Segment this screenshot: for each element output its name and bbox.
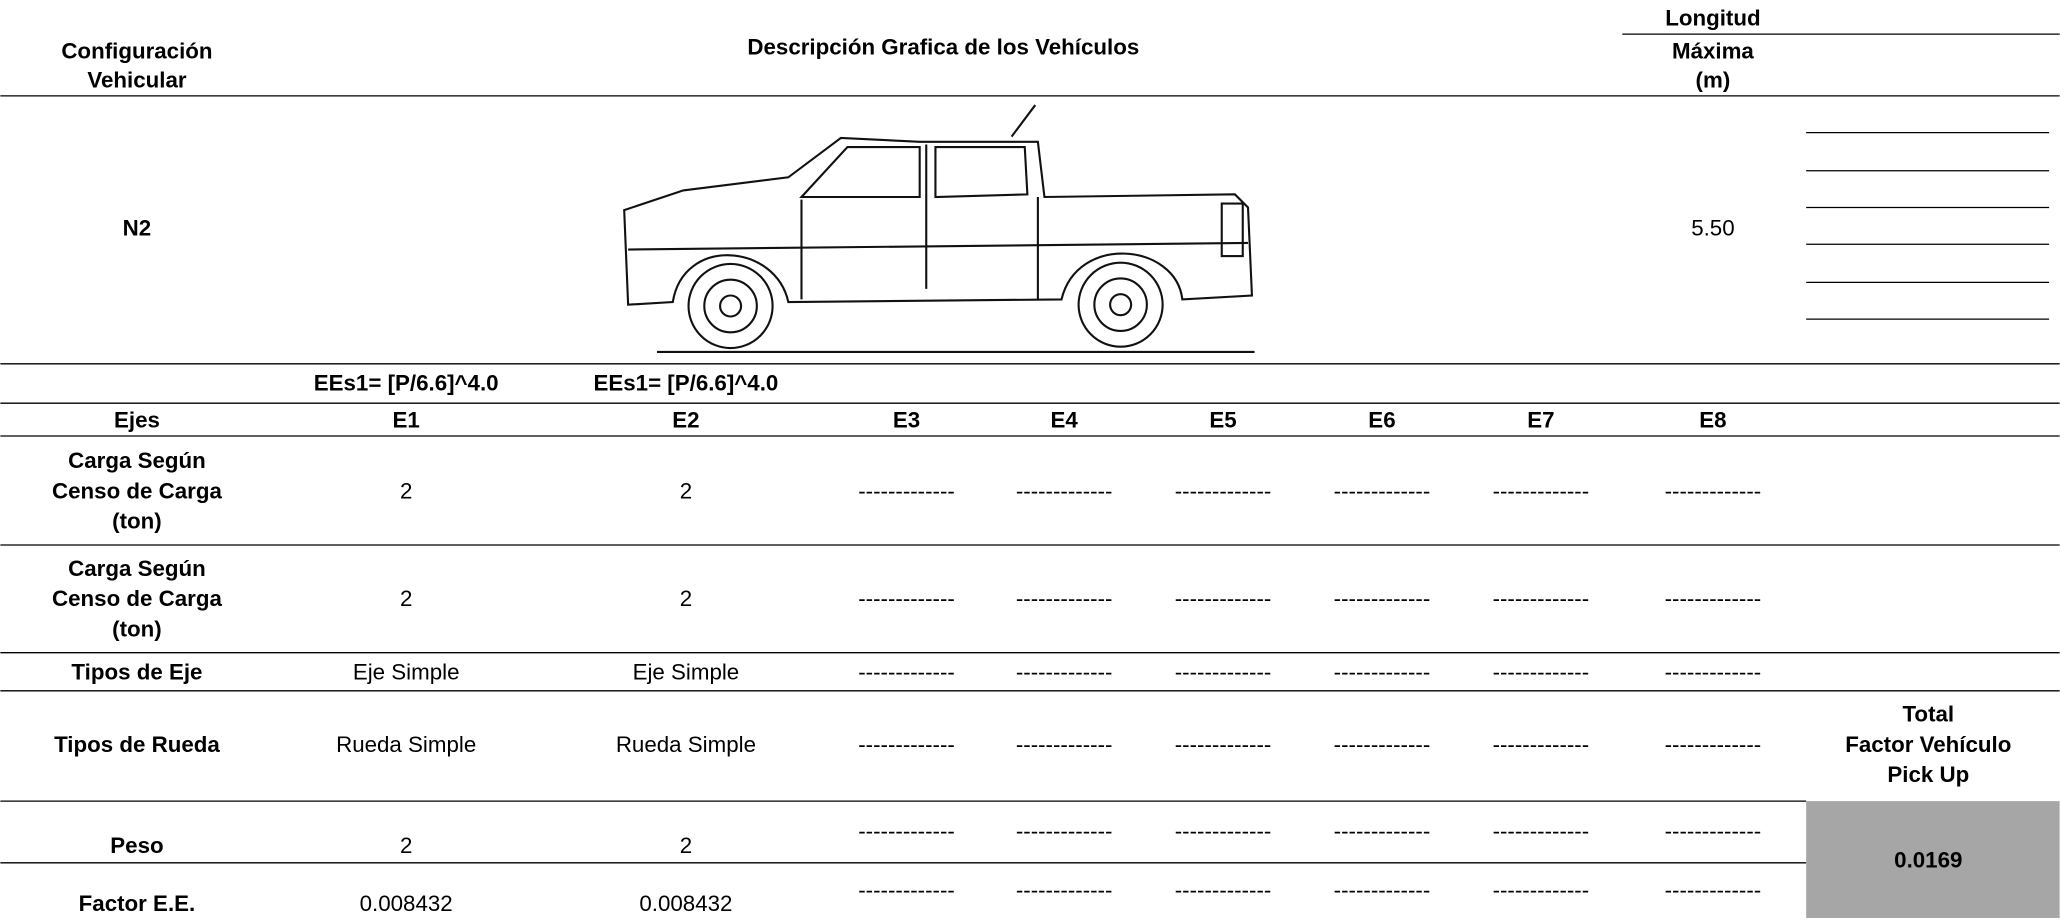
table-cell: ------------- xyxy=(1665,878,1762,903)
row-label: Factor E.E. xyxy=(79,891,196,916)
table-cell: 2 xyxy=(680,586,692,611)
vehicle-length: 5.50 xyxy=(1691,216,1734,241)
formula: EEs1= [P/6.6]^4.0 xyxy=(314,371,499,396)
table-cell: ------------- xyxy=(1334,732,1431,757)
row-label: Censo de Carga xyxy=(52,586,222,611)
table-cell: ------------- xyxy=(1016,660,1113,685)
table-cell: ------------- xyxy=(1175,586,1272,611)
table-cell: ------------- xyxy=(1493,732,1590,757)
row-label: (ton) xyxy=(112,616,162,641)
table-cell: ------------- xyxy=(1665,732,1762,757)
table-cell: ------------- xyxy=(1665,660,1762,685)
row-label: Peso xyxy=(110,833,163,858)
grid-lines xyxy=(0,33,2060,864)
table-cell: ------------- xyxy=(858,819,955,844)
table-cell: ------------- xyxy=(1334,819,1431,844)
table-cell: ------------- xyxy=(1334,878,1431,903)
total-value: 0.0169 xyxy=(1894,847,1962,872)
table-cell: 2 xyxy=(400,833,412,858)
table-cell: Rueda Simple xyxy=(336,732,476,757)
table-cell: E3 xyxy=(893,407,920,432)
table-cell: ------------- xyxy=(1665,819,1762,844)
table-cell: ------------- xyxy=(1175,660,1272,685)
formula: EEs1= [P/6.6]^4.0 xyxy=(594,371,779,396)
table-cell: 0.008432 xyxy=(360,891,453,916)
vehicle-config: N2 xyxy=(123,216,152,241)
table-cell: ------------- xyxy=(1016,732,1113,757)
table-cell: ------------- xyxy=(1665,478,1762,503)
table-cell: Eje Simple xyxy=(633,660,740,685)
table-cell: ------------- xyxy=(1493,878,1590,903)
total-label: Pick Up xyxy=(1887,762,1969,787)
table-cell: ------------- xyxy=(858,732,955,757)
table-cell: E7 xyxy=(1527,407,1554,432)
header-text: Descripción Grafica de los Vehículos xyxy=(747,34,1139,59)
row-label: Carga Según xyxy=(68,556,206,581)
table-cell: ------------- xyxy=(1493,586,1590,611)
header-text: Máxima xyxy=(1672,38,1754,63)
table-cell: ------------- xyxy=(1175,478,1272,503)
table-cell: ------------- xyxy=(1175,878,1272,903)
row-label: Censo de Carga xyxy=(52,478,222,503)
table-cell: ------------- xyxy=(1493,478,1590,503)
table-cell: E8 xyxy=(1699,407,1726,432)
table-cell: ------------- xyxy=(1493,660,1590,685)
table-cell: 2 xyxy=(400,478,412,503)
table-cell: Rueda Simple xyxy=(616,732,756,757)
header-text: Longitud xyxy=(1665,6,1760,31)
row-label: Tipos de Rueda xyxy=(54,732,220,757)
row-label: Carga Según xyxy=(68,448,206,473)
table-cell: E5 xyxy=(1209,407,1236,432)
table-cell: E6 xyxy=(1368,407,1395,432)
row-label: Ejes xyxy=(114,407,160,432)
total-cell xyxy=(1806,801,2060,918)
table-cell: 2 xyxy=(680,833,692,858)
row-label: (ton) xyxy=(112,509,162,534)
header-text: Vehicular xyxy=(87,67,187,92)
table-cell: ------------- xyxy=(1016,478,1113,503)
total-label: Factor Vehículo xyxy=(1845,732,2011,757)
table-cell: ------------- xyxy=(1175,819,1272,844)
table-cell: ------------- xyxy=(1016,878,1113,903)
header-text: (m) xyxy=(1696,67,1731,92)
table-cell: 2 xyxy=(400,586,412,611)
table-cell: ------------- xyxy=(1334,478,1431,503)
table-cell: E1 xyxy=(393,407,420,432)
table-cell: ------------- xyxy=(1334,660,1431,685)
row-label: Tipos de Eje xyxy=(71,660,202,685)
table-cell: ------------- xyxy=(1334,586,1431,611)
truck-drawing xyxy=(623,104,1255,354)
table-cell: ------------- xyxy=(858,878,955,903)
table-cell: 2 xyxy=(680,478,692,503)
table-cell: ------------- xyxy=(858,660,955,685)
table-cell: Eje Simple xyxy=(353,660,460,685)
table-cell: 0.008432 xyxy=(639,891,732,916)
table-rows: Ejes E1 E2 E3 E4 E5 E6 E7 E8 Carga Según Censo de … xyxy=(52,407,1761,915)
table-cell: ------------- xyxy=(1493,819,1590,844)
header-text: Configuración xyxy=(61,38,212,63)
table-cell: ------------- xyxy=(1016,819,1113,844)
table-cell: E4 xyxy=(1050,407,1078,432)
table-cell: ------------- xyxy=(858,478,955,503)
table-cell: ------------- xyxy=(1175,732,1272,757)
total-label: Total xyxy=(1902,702,1954,727)
table-cell: E2 xyxy=(672,407,699,432)
table-cell: ------------- xyxy=(858,586,955,611)
table-cell: ------------- xyxy=(1016,586,1113,611)
table-cell: ------------- xyxy=(1665,586,1762,611)
